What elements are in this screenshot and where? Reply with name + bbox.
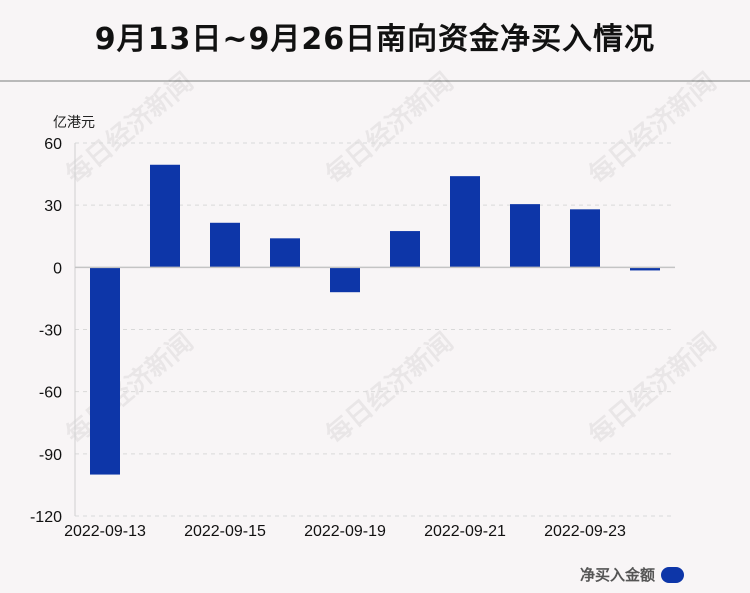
legend: 净买入金额 <box>580 564 684 585</box>
watermark: 每日经济新闻 <box>60 326 199 450</box>
bar <box>390 231 420 268</box>
bar <box>510 204 540 268</box>
x-tick-label: 2022-09-13 <box>64 523 146 540</box>
x-tick-label: 2022-09-23 <box>544 523 626 540</box>
y-tick-label: 60 <box>44 136 62 153</box>
y-tick-label: 0 <box>53 260 62 277</box>
bar <box>90 267 120 475</box>
chart-title: 9月13日~9月26日南向资金净买入情况 <box>94 22 656 57</box>
bar <box>210 222 240 268</box>
bar <box>450 176 480 268</box>
y-tick-label: -120 <box>30 509 62 526</box>
watermark: 每日经济新闻 <box>583 326 722 450</box>
watermark: 每日经济新闻 <box>320 326 459 450</box>
title-divider <box>0 80 750 82</box>
bar <box>270 238 300 268</box>
legend-label: 净买入金额 <box>579 566 655 584</box>
bar <box>330 267 360 293</box>
bar <box>630 267 660 271</box>
y-axis-unit: 亿港元 <box>53 115 95 131</box>
bar <box>570 209 600 268</box>
y-tick-label: -30 <box>39 323 62 340</box>
y-tick-label: 30 <box>44 198 62 215</box>
watermark: 每日经济新闻 <box>320 66 459 190</box>
legend-swatch <box>661 566 684 583</box>
watermark: 每日经济新闻 <box>583 66 722 190</box>
y-tick-label: -60 <box>39 385 62 402</box>
y-tick-label: -90 <box>39 447 62 464</box>
x-tick-label: 2022-09-19 <box>304 523 386 540</box>
x-tick-label: 2022-09-21 <box>424 523 506 540</box>
bar <box>150 164 180 268</box>
x-tick-label: 2022-09-15 <box>184 523 266 540</box>
